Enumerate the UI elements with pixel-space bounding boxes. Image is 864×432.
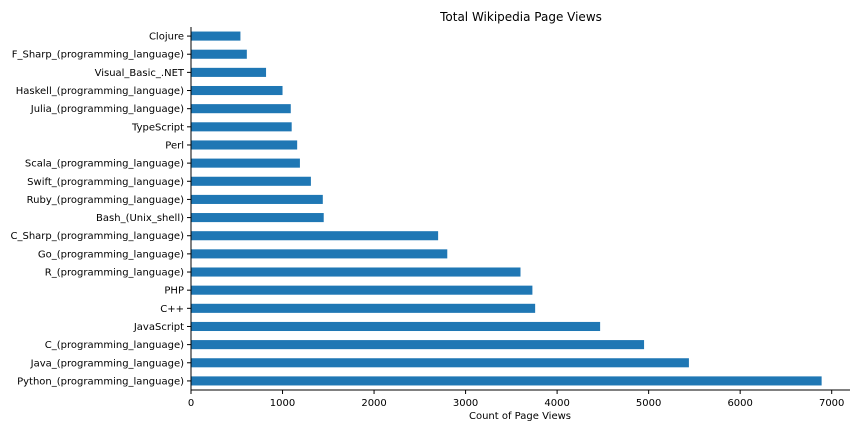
chart-title: Total Wikipedia Page Views: [439, 10, 602, 24]
x-tick-label: 2000: [361, 398, 386, 409]
y-tick-label: C_(programming_language): [45, 340, 184, 351]
bar: [191, 158, 300, 168]
y-tick-label: Ruby_(programming_language): [27, 195, 184, 206]
y-tick-label: Haskell_(programming_language): [16, 86, 184, 97]
y-tick-label: Julia_(programming_language): [30, 104, 184, 115]
y-tick-label: C_Sharp_(programming_language): [10, 231, 184, 242]
x-tick-label: 7000: [819, 398, 844, 409]
bar: [191, 267, 521, 277]
y-axis-ticks: Clojure F_Sharp_(programming_language) Vis…: [10, 32, 191, 387]
x-tick-label: 4000: [544, 398, 569, 409]
y-tick-label: Perl: [165, 140, 184, 151]
y-tick-label: Clojure: [149, 32, 184, 43]
y-tick-label: C++: [160, 304, 184, 315]
bar: [191, 176, 311, 186]
y-tick-label: F_Sharp_(programming_language): [12, 50, 184, 61]
bar: [191, 358, 689, 368]
bars-group: [191, 31, 822, 386]
bar: [191, 104, 291, 114]
y-tick-label: Visual_Basic_.NET: [95, 68, 185, 79]
x-tick-label: 5000: [636, 398, 661, 409]
y-tick-label: Python_(programming_language): [17, 376, 184, 387]
y-tick-label: Swift_(programming_language): [27, 177, 184, 188]
x-axis-label: Count of Page Views: [469, 411, 571, 422]
bar: [191, 213, 324, 223]
bar: [191, 31, 241, 41]
bar: [191, 140, 298, 150]
y-tick-label: PHP: [164, 286, 184, 297]
bar: [191, 67, 267, 77]
y-tick-label: Java_(programming_language): [30, 358, 184, 369]
bar: [191, 285, 533, 295]
y-tick-label: Go_(programming_language): [38, 249, 184, 260]
y-tick-label: JavaScript: [133, 322, 184, 333]
bar: [191, 340, 645, 350]
bar: [191, 321, 601, 332]
x-tick-label: 1000: [270, 398, 295, 409]
bar: [191, 303, 536, 313]
y-tick-label: TypeScript: [131, 122, 184, 133]
x-tick-label: 6000: [727, 398, 752, 409]
x-axis-ticks: 0 1000 2000 3000 4000 5000 6000 7000: [188, 390, 844, 409]
y-tick-label: Bash_(Unix_shell): [96, 213, 184, 224]
bar: [191, 194, 323, 204]
y-tick-label: R_(programming_language): [45, 268, 184, 279]
x-tick-label: 3000: [453, 398, 478, 409]
bar: [191, 231, 439, 241]
x-tick-label: 0: [188, 398, 194, 409]
y-tick-label: Scala_(programming_language): [25, 159, 184, 170]
bar: [191, 122, 292, 132]
bar: [191, 249, 448, 259]
bar: [191, 49, 247, 59]
bar: [191, 376, 822, 386]
bar: [191, 85, 283, 96]
